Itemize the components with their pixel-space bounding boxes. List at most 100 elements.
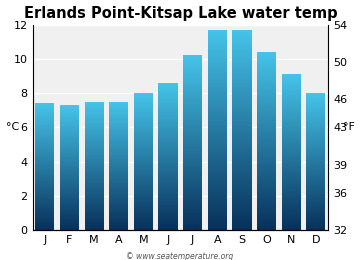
Bar	[282, 183, 301, 184]
Bar	[183, 166, 202, 167]
Bar	[35, 201, 54, 202]
Bar	[158, 179, 177, 180]
Bar	[109, 164, 129, 165]
Bar	[257, 52, 276, 53]
Bar	[208, 36, 227, 37]
Bar	[183, 92, 202, 93]
Bar	[85, 204, 104, 205]
Bar	[208, 58, 227, 59]
Bar	[134, 159, 153, 160]
Bar	[208, 226, 227, 228]
Bar	[183, 151, 202, 152]
Bar	[183, 168, 202, 169]
Bar	[232, 109, 252, 110]
Bar	[232, 219, 252, 220]
Bar	[35, 107, 54, 108]
Bar	[257, 220, 276, 221]
Bar	[60, 144, 79, 145]
Bar	[183, 113, 202, 114]
Bar	[85, 164, 104, 165]
Bar	[208, 106, 227, 107]
Bar	[134, 109, 153, 110]
Bar	[232, 212, 252, 213]
Bar	[232, 178, 252, 179]
Bar	[60, 196, 79, 197]
Bar	[257, 184, 276, 185]
Bar	[60, 176, 79, 177]
Bar	[183, 171, 202, 172]
Bar	[85, 172, 104, 173]
Bar	[109, 217, 129, 218]
Bar	[60, 181, 79, 182]
Bar	[183, 150, 202, 151]
Bar	[232, 158, 252, 159]
Bar	[282, 187, 301, 188]
Bar	[134, 222, 153, 223]
Bar	[208, 121, 227, 122]
Bar	[257, 197, 276, 198]
Bar	[232, 57, 252, 58]
Bar	[85, 209, 104, 210]
Bar	[232, 85, 252, 86]
Bar	[232, 139, 252, 140]
Bar	[158, 130, 177, 131]
Bar	[183, 219, 202, 220]
Bar	[306, 215, 325, 216]
Bar	[109, 135, 129, 136]
Bar	[282, 141, 301, 142]
Bar	[158, 218, 177, 219]
Bar	[183, 125, 202, 126]
Bar	[282, 151, 301, 152]
Bar	[232, 112, 252, 113]
Bar	[183, 178, 202, 179]
Bar	[85, 105, 104, 106]
Bar	[35, 204, 54, 205]
Bar	[257, 181, 276, 182]
Bar	[232, 214, 252, 216]
Bar	[35, 216, 54, 217]
Bar	[60, 215, 79, 216]
Bar	[60, 195, 79, 196]
Bar	[183, 229, 202, 230]
Bar	[208, 162, 227, 163]
Bar	[60, 175, 79, 176]
Bar	[60, 111, 79, 112]
Bar	[306, 163, 325, 164]
Bar	[306, 157, 325, 158]
Bar	[306, 217, 325, 218]
Bar	[208, 47, 227, 48]
Bar	[109, 161, 129, 162]
Bar	[85, 173, 104, 174]
Bar	[208, 180, 227, 181]
Bar	[232, 157, 252, 158]
Bar	[109, 110, 129, 111]
Bar	[232, 166, 252, 167]
Bar	[158, 106, 177, 107]
Bar	[85, 217, 104, 218]
Bar	[134, 215, 153, 216]
Bar	[158, 117, 177, 118]
Bar	[306, 129, 325, 130]
Bar	[257, 182, 276, 183]
Bar	[134, 207, 153, 208]
Bar	[35, 152, 54, 153]
Bar	[60, 150, 79, 151]
Bar	[232, 228, 252, 229]
Bar	[306, 135, 325, 136]
Bar	[306, 227, 325, 228]
Bar	[158, 196, 177, 197]
Bar	[158, 197, 177, 198]
Bar	[232, 175, 252, 176]
Bar	[257, 191, 276, 192]
Bar	[134, 117, 153, 118]
Bar	[306, 216, 325, 217]
Bar	[109, 118, 129, 119]
Bar	[282, 150, 301, 151]
Bar	[208, 189, 227, 190]
Bar	[35, 157, 54, 158]
Bar	[208, 35, 227, 36]
Bar	[232, 197, 252, 198]
Bar	[35, 129, 54, 130]
Bar	[35, 219, 54, 220]
Bar	[257, 129, 276, 130]
